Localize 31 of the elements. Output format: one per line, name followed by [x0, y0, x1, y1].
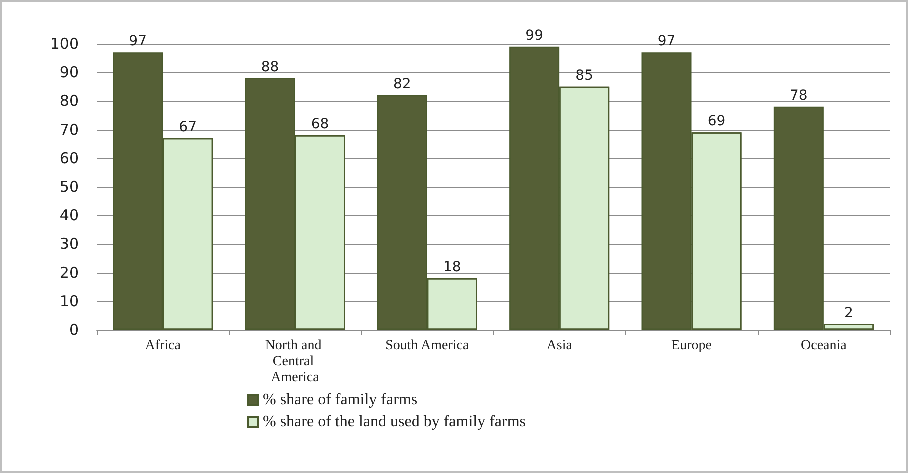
data-label: 68 — [311, 116, 330, 133]
data-label: 82 — [394, 76, 412, 92]
data-label: 69 — [708, 114, 726, 130]
y-tick-label: 50 — [60, 178, 79, 196]
x-tick-label: Asia — [546, 338, 574, 354]
y-tick-label: 70 — [60, 120, 79, 139]
y-tick-label: 30 — [60, 235, 79, 254]
y-tick-label: 20 — [60, 264, 79, 282]
y-tick-label: 0 — [69, 321, 79, 339]
data-label: 18 — [444, 260, 462, 276]
data-label: 88 — [261, 59, 280, 76]
data-label: 85 — [576, 68, 594, 84]
y-tick-label: 40 — [60, 206, 79, 225]
x-tick-label: Africa — [145, 338, 182, 354]
legend-label: % share of the land used by family farms — [263, 414, 526, 430]
x-tick-label: South America — [386, 338, 470, 354]
x-tick-label: North and Central America — [265, 338, 326, 386]
y-tick-label: 10 — [60, 292, 79, 310]
x-tick-label: Europe — [672, 338, 712, 354]
y-tick-label: 90 — [60, 64, 79, 82]
data-label: 99 — [526, 28, 544, 44]
data-label: 97 — [658, 34, 676, 50]
data-label: 78 — [790, 88, 808, 104]
y-tick-label: 100 — [50, 35, 79, 53]
y-tick-label: 80 — [60, 92, 79, 110]
x-tick-label: Oceania — [800, 338, 848, 354]
data-label: 67 — [179, 119, 197, 136]
data-label: 97 — [129, 34, 147, 50]
legend-label: % share of family farms — [263, 392, 418, 408]
data-label: 2 — [844, 305, 854, 322]
y-tick-label: 60 — [60, 149, 79, 168]
